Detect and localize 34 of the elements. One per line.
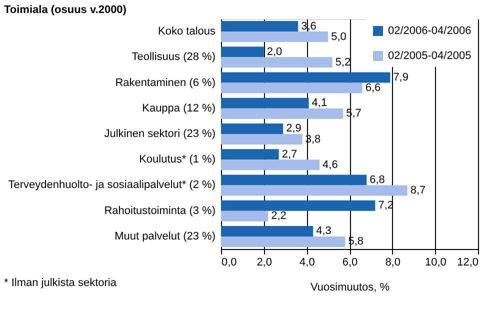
data-label: 4,3 — [316, 225, 332, 238]
y-tick-label: Teollisuus (28 %) — [132, 51, 216, 64]
x-tick-label: 8,0 — [385, 256, 400, 268]
text: * Ilman julkista sektoria — [4, 277, 118, 289]
data-label: 5,2 — [335, 56, 351, 68]
x-axis-title: Vuosimuutos, % — [310, 282, 390, 294]
x-tick-label: 0,0 — [222, 256, 237, 268]
data-label: 4,6 — [322, 158, 338, 171]
x-tick-label: 12,0 — [457, 256, 478, 268]
data-label: 4,1 — [312, 97, 328, 110]
y-tick-label: Rahoitustoiminta (3 %) — [104, 204, 216, 217]
x-tick-label: 2,0 — [256, 256, 272, 268]
legend-label: 02/2006-04/2006 — [388, 25, 472, 37]
x-tick-label: 4,0 — [300, 256, 315, 268]
data-label: 2,2 — [271, 210, 286, 222]
data-label: 8,7 — [410, 184, 426, 196]
x-tick-label: 10,0 — [424, 256, 446, 268]
y-tick-label: Rakentaminen (6 %) — [115, 76, 216, 89]
y-tick-label: Terveydenhuolto- ja sosiaalipalvelut* (2 %) — [8, 179, 216, 192]
data-label: 5,0 — [331, 30, 346, 43]
data-label: 2,9 — [286, 122, 302, 135]
y-tick-label: Julkinen sektori (23 %) — [104, 128, 216, 140]
legend-label: 02/2005-04/2005 — [388, 50, 472, 62]
data-label: 6,8 — [370, 174, 385, 186]
y-tick-label: Kauppa (12 %) — [142, 102, 216, 114]
data-label: 7,9 — [393, 72, 408, 84]
x-tick-label: 6,0 — [342, 256, 358, 268]
y-tick-label: Muut palvelut (23 %) — [114, 230, 216, 242]
y-tick-label: Koko talous — [158, 26, 216, 38]
text: Toimiala (osuus v.2000) — [4, 4, 127, 16]
y-tick-label: Koulutus* (1 %) — [139, 154, 216, 166]
data-label: 6,6 — [365, 82, 381, 94]
data-label: 2,0 — [266, 46, 282, 58]
data-label: 2,7 — [282, 148, 298, 160]
